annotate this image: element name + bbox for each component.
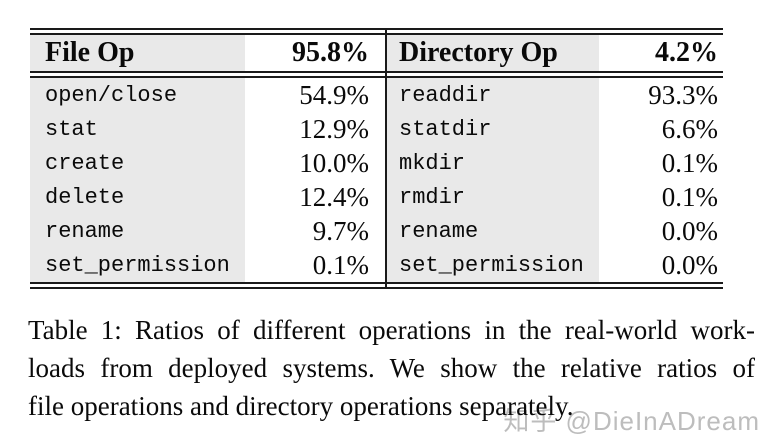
caption-line: loads from deployed systems. We show the…	[28, 353, 755, 383]
cell-dir-op: rmdir	[386, 180, 599, 214]
cell-dir-pct: 0.0%	[599, 214, 723, 248]
cell-file-op: rename	[30, 214, 245, 248]
cell-file-op: open/close	[30, 78, 245, 112]
cell-dir-pct: 93.3%	[599, 78, 723, 112]
caption-line: file operations and directory operations…	[28, 391, 574, 421]
caption-line: Table 1: Ratios of different operations …	[28, 315, 755, 345]
cell-file-pct: 9.7%	[245, 214, 386, 248]
cell-file-pct: 10.0%	[245, 146, 386, 180]
header-file-op: File Op	[30, 35, 245, 71]
cell-dir-pct: 0.1%	[599, 146, 723, 180]
cell-file-pct: 0.1%	[245, 248, 386, 282]
table-body: open/close 54.9% readdir 93.3% stat 12.9…	[30, 78, 723, 282]
cell-dir-pct: 0.1%	[599, 180, 723, 214]
cell-dir-op: readdir	[386, 78, 599, 112]
table-top-rule	[30, 28, 723, 35]
zhihu-watermark: 知乎 @DieInADream	[503, 406, 760, 436]
table-center-divider	[385, 28, 387, 289]
cell-file-pct: 54.9%	[245, 78, 386, 112]
cell-dir-pct: 6.6%	[599, 112, 723, 146]
cell-dir-op: rename	[386, 214, 599, 248]
cell-file-pct: 12.4%	[245, 180, 386, 214]
cell-dir-pct: 0.0%	[599, 248, 723, 282]
cell-file-op: delete	[30, 180, 245, 214]
cell-file-pct: 12.9%	[245, 112, 386, 146]
cell-dir-op: set_permission	[386, 248, 599, 282]
table-bottom-rule	[30, 282, 723, 289]
cell-dir-op: mkdir	[386, 146, 599, 180]
header-dir-pct: 4.2%	[599, 35, 723, 71]
cell-dir-op: statdir	[386, 112, 599, 146]
cell-file-op: set_permission	[30, 248, 245, 282]
operations-ratio-table: File Op 95.8% Directory Op 4.2% open/clo…	[30, 28, 723, 289]
cell-file-op: stat	[30, 112, 245, 146]
table-mid-rule	[30, 71, 723, 78]
header-file-pct: 95.8%	[245, 35, 386, 71]
table-caption: Table 1: Ratios of different operations …	[28, 311, 755, 425]
table-header-row: File Op 95.8% Directory Op 4.2%	[30, 35, 723, 71]
cell-file-op: create	[30, 146, 245, 180]
header-dir-op: Directory Op	[386, 35, 599, 71]
